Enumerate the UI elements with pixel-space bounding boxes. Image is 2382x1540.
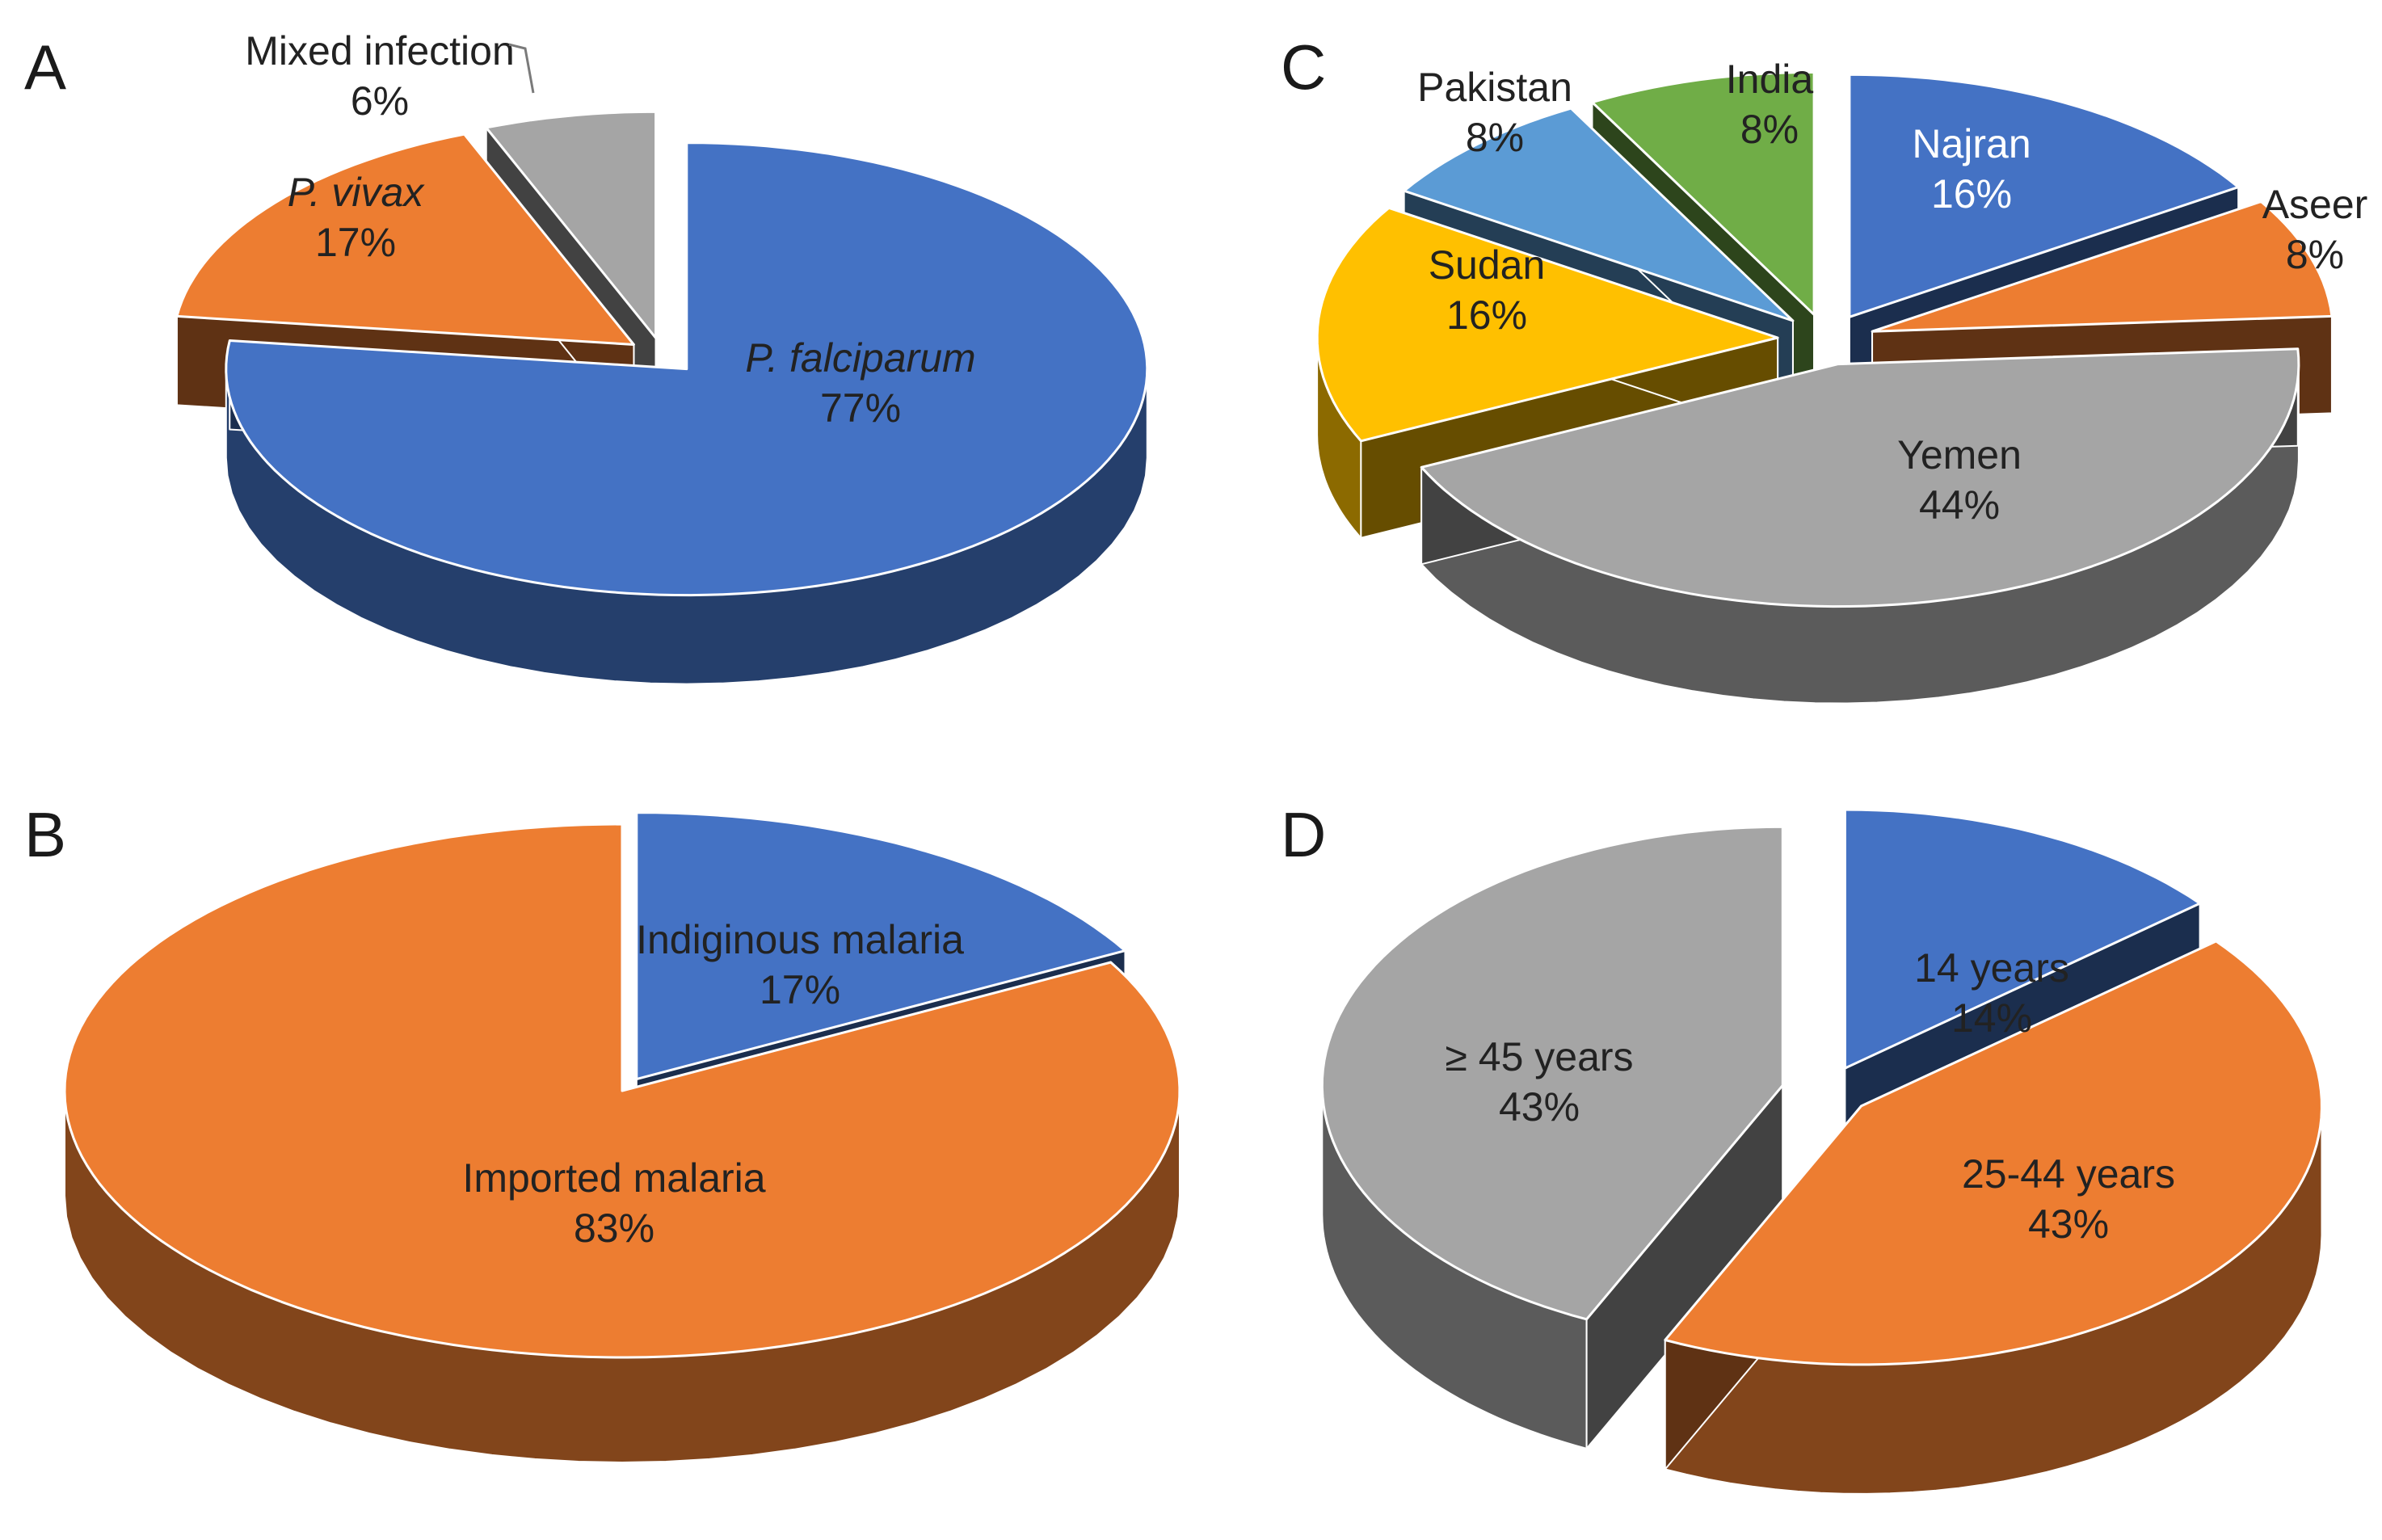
pie-slice-yemen <box>1420 347 2300 608</box>
slice-value-14-years: 14% <box>1951 995 2032 1041</box>
slice-value-mixed-infection: 6% <box>351 78 409 124</box>
pie-slice-aseer <box>1871 200 2334 333</box>
pie-slice-45-years <box>1320 825 1784 1321</box>
panel-letter-a: A <box>24 32 66 103</box>
pie-tops-c <box>1315 70 2334 608</box>
pie-slice-sudan <box>1315 206 1779 443</box>
slice-value-25-44-years: 43% <box>2028 1201 2109 1247</box>
slice-value-yemen: 44% <box>1919 482 2000 528</box>
slice-value-p-vivax: 17% <box>315 220 396 265</box>
slice-name-indiginous-malaria: Indiginous malaria <box>636 917 964 962</box>
slice-value-india: 8% <box>1740 107 1799 152</box>
slice-name-imported-malaria: Imported malaria <box>462 1155 765 1201</box>
pie-slice-p-vivax <box>175 133 635 346</box>
slice-name-45-years: ≥ 45 years <box>1445 1034 1633 1079</box>
slice-name-p-falciparum: P. falciparum <box>745 335 975 381</box>
slice-value-imported-malaria: 83% <box>574 1205 654 1251</box>
panel-letter-c: C <box>1281 32 1326 103</box>
slice-value-pakistan: 8% <box>1466 115 1524 160</box>
pie-tops-b <box>63 811 1181 1359</box>
panel-letter-b: B <box>24 799 66 870</box>
slice-value-aseer: 8% <box>2286 232 2344 277</box>
pie-tops-d <box>1320 808 2323 1366</box>
slice-name-p-vivax: P. vivax <box>288 170 426 215</box>
pie-slice-14-years <box>1843 808 2202 1070</box>
slice-value-najran: 16% <box>1931 171 2012 217</box>
pie-slice-pakistan <box>1403 107 1795 322</box>
slice-name-india: India <box>1726 57 1814 102</box>
pie-slice-india <box>1591 70 1816 316</box>
pie-slice-25-44-years <box>1664 940 2323 1366</box>
slice-value-45-years: 43% <box>1499 1084 1580 1130</box>
slice-value-sudan: 16% <box>1446 292 1527 338</box>
pie-slice-najran <box>1848 73 2240 318</box>
pie-slice-mixed-infection <box>485 110 658 339</box>
pie-tops-a <box>175 110 1149 597</box>
slice-name-najran: Najran <box>1912 121 2031 166</box>
slice-name-mixed-infection: Mixed infection <box>245 28 515 74</box>
slice-name-14-years: 14 years <box>1914 945 2069 991</box>
pie-slice-imported-malaria <box>63 823 1181 1359</box>
pie-slice-p-falciparum <box>225 141 1149 597</box>
slice-name-sudan: Sudan <box>1429 242 1546 288</box>
pie-slice-indiginous-malaria <box>635 811 1126 1081</box>
slice-name-yemen: Yemen <box>1897 432 2022 478</box>
slice-value-indiginous-malaria: 17% <box>760 967 840 1012</box>
slice-name-aseer: Aseer <box>2262 182 2368 227</box>
pie-panel-b: B Indiginous malaria 17% Imported malaria83… <box>24 799 1181 1463</box>
slice-value-p-falciparum: 77% <box>820 385 901 431</box>
slice-name-pakistan: Pakistan <box>1417 65 1572 110</box>
slice-name-25-44-years: 25-44 years <box>1962 1151 2175 1197</box>
leader-line-mixed-infection <box>508 43 535 94</box>
panel-letter-d: D <box>1281 799 1326 870</box>
